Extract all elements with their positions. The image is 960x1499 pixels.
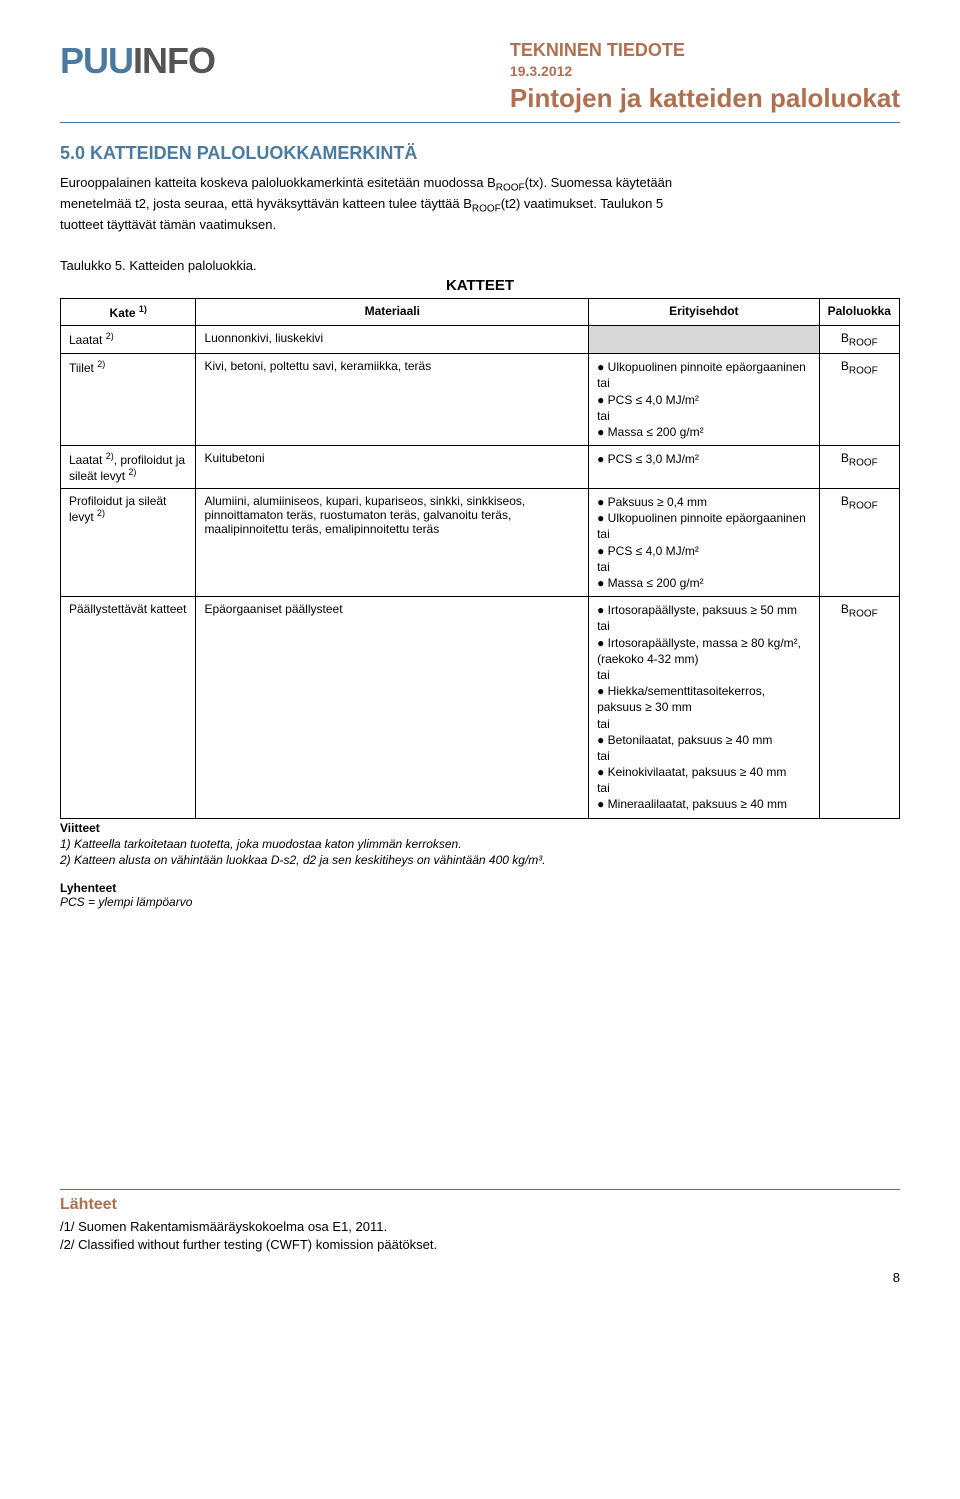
cell-materiaali: Luonnonkivi, liuskekivi bbox=[196, 325, 589, 353]
cell-paloluokka: BROOF bbox=[819, 325, 899, 353]
doc-date: 19.3.2012 bbox=[510, 63, 900, 79]
section-title: 5.0 KATTEIDEN PALOLUOKKAMERKINTÄ bbox=[60, 143, 900, 164]
table-row: Laatat 2), profiloidut ja sileät levyt 2… bbox=[61, 446, 900, 489]
lahteet-1: /1/ Suomen Rakentamismääräyskokoelma osa… bbox=[60, 1218, 900, 1236]
logo-info: INFO bbox=[133, 40, 215, 81]
table-row: Laatat 2)Luonnonkivi, liuskekivi BROOF bbox=[61, 325, 900, 353]
page-header: PUUINFO TEKNINEN TIEDOTE 19.3.2012 Pinto… bbox=[60, 40, 900, 123]
cell-materiaali: Kivi, betoni, poltettu savi, keramiikka,… bbox=[196, 354, 589, 446]
footnote-2: 2) Katteen alusta on vähintään luokkaa D… bbox=[60, 853, 900, 867]
lyhenteet: Lyhenteet PCS = ylempi lämpöarvo bbox=[60, 881, 900, 909]
cell-erityisehdot: ● Ulkopuolinen pinnoite epäorgaaninentai… bbox=[589, 354, 820, 446]
footnotes-header: Viitteet bbox=[60, 821, 900, 835]
cell-erityisehdot: ● PCS ≤ 3,0 MJ/m² bbox=[589, 446, 820, 489]
cell-kate: Päällystettävät katteet bbox=[61, 597, 196, 818]
doc-title: Pintojen ja katteiden paloluokat bbox=[510, 83, 900, 114]
col-kate: Kate 1) bbox=[61, 298, 196, 325]
footnote-1: 1) Katteella tarkoitetaan tuotetta, joka… bbox=[60, 837, 900, 851]
lyhenteet-header: Lyhenteet bbox=[60, 881, 900, 895]
lahteet-title: Lähteet bbox=[60, 1196, 900, 1214]
lahteet-2: /2/ Classified without further testing (… bbox=[60, 1236, 900, 1254]
cell-paloluokka: BROOF bbox=[819, 489, 899, 597]
katteet-table: Kate 1) Materiaali Erityisehdot Paloluok… bbox=[60, 298, 900, 819]
col-materiaali: Materiaali bbox=[196, 298, 589, 325]
cell-paloluokka: BROOF bbox=[819, 446, 899, 489]
cell-paloluokka: BROOF bbox=[819, 597, 899, 818]
page-number: 8 bbox=[60, 1270, 900, 1285]
cell-kate: Laatat 2) bbox=[61, 325, 196, 353]
cell-kate: Laatat 2), profiloidut ja sileät levyt 2… bbox=[61, 446, 196, 489]
cell-materiaali: Epäorgaaniset päällysteet bbox=[196, 597, 589, 818]
col-erityisehdot: Erityisehdot bbox=[589, 298, 820, 325]
cell-materiaali: Kuitubetoni bbox=[196, 446, 589, 489]
logo: PUUINFO bbox=[60, 40, 215, 82]
table-caption: Taulukko 5. Katteiden paloluokkia. bbox=[60, 258, 900, 273]
header-right: TEKNINEN TIEDOTE 19.3.2012 Pintojen ja k… bbox=[510, 40, 900, 114]
cell-erityisehdot: ● Paksuus ≥ 0,4 mm● Ulkopuolinen pinnoit… bbox=[589, 489, 820, 597]
table-row: Tiilet 2)Kivi, betoni, poltettu savi, ke… bbox=[61, 354, 900, 446]
footnotes: Viitteet 1) Katteella tarkoitetaan tuote… bbox=[60, 821, 900, 867]
col-paloluokka: Paloluokka bbox=[819, 298, 899, 325]
lahteet-section: Lähteet /1/ Suomen Rakentamismääräyskoko… bbox=[60, 1189, 900, 1254]
cell-kate: Profiloidut ja sileät levyt 2) bbox=[61, 489, 196, 597]
intro-paragraph: Eurooppalainen katteita koskeva paloluok… bbox=[60, 174, 700, 234]
table-row: Profiloidut ja sileät levyt 2)Alumiini, … bbox=[61, 489, 900, 597]
logo-puu: PUU bbox=[60, 40, 133, 81]
table-title: KATTEET bbox=[60, 277, 900, 294]
lyhenteet-pcs: PCS = ylempi lämpöarvo bbox=[60, 895, 900, 909]
doc-type: TEKNINEN TIEDOTE bbox=[510, 40, 900, 61]
table-row: Päällystettävät katteetEpäorgaaniset pää… bbox=[61, 597, 900, 818]
cell-erityisehdot bbox=[589, 325, 820, 353]
cell-kate: Tiilet 2) bbox=[61, 354, 196, 446]
cell-erityisehdot: ● Irtosorapäällyste, paksuus ≥ 50 mmtai●… bbox=[589, 597, 820, 818]
cell-materiaali: Alumiini, alumiiniseos, kupari, kuparise… bbox=[196, 489, 589, 597]
cell-paloluokka: BROOF bbox=[819, 354, 899, 446]
